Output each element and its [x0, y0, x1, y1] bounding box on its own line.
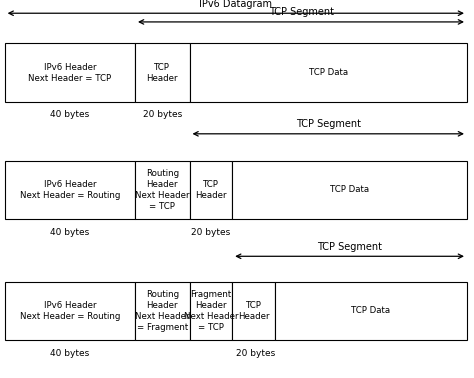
Bar: [5, 161, 135, 219]
Bar: [190, 282, 232, 340]
Text: 40 bytes: 40 bytes: [50, 228, 89, 237]
Text: TCP
Header: TCP Header: [238, 301, 269, 321]
Text: 40 bytes: 40 bytes: [50, 110, 89, 119]
Bar: [5, 282, 135, 340]
Text: TCP Segment: TCP Segment: [317, 242, 383, 252]
Bar: [135, 43, 190, 102]
Text: Routing
Header
Next Header
= Fragment: Routing Header Next Header = Fragment: [135, 290, 190, 332]
Text: TCP Segment: TCP Segment: [296, 119, 361, 129]
Text: TCP Segment: TCP Segment: [269, 8, 334, 17]
Text: IPv6 Header
Next Header = Routing: IPv6 Header Next Header = Routing: [20, 301, 120, 321]
Text: TCP
Header: TCP Header: [195, 180, 227, 200]
Text: TCP Data: TCP Data: [309, 68, 348, 77]
Text: IPv6 Header
Next Header = Routing: IPv6 Header Next Header = Routing: [20, 180, 120, 200]
Bar: [190, 43, 467, 102]
Text: 20 bytes: 20 bytes: [191, 228, 230, 237]
Bar: [275, 282, 467, 340]
Text: TCP Data: TCP Data: [351, 307, 391, 315]
Text: TCP Data: TCP Data: [330, 186, 369, 194]
Text: 20 bytes: 20 bytes: [237, 349, 275, 358]
Bar: [135, 161, 190, 219]
Text: Routing
Header
Next Header
= TCP: Routing Header Next Header = TCP: [135, 169, 190, 211]
Text: 20 bytes: 20 bytes: [143, 110, 182, 119]
Bar: [135, 282, 190, 340]
Text: IPv6 Datagram: IPv6 Datagram: [199, 0, 272, 9]
Bar: [232, 161, 467, 219]
Text: 40 bytes: 40 bytes: [50, 349, 89, 358]
Bar: [232, 282, 275, 340]
Text: Fragment
Header
Next Header
= TCP: Fragment Header Next Header = TCP: [184, 290, 238, 332]
Bar: [190, 161, 232, 219]
Text: IPv6 Header
Next Header = TCP: IPv6 Header Next Header = TCP: [28, 63, 111, 83]
Text: TCP
Header: TCP Header: [146, 63, 178, 83]
Bar: [5, 43, 135, 102]
